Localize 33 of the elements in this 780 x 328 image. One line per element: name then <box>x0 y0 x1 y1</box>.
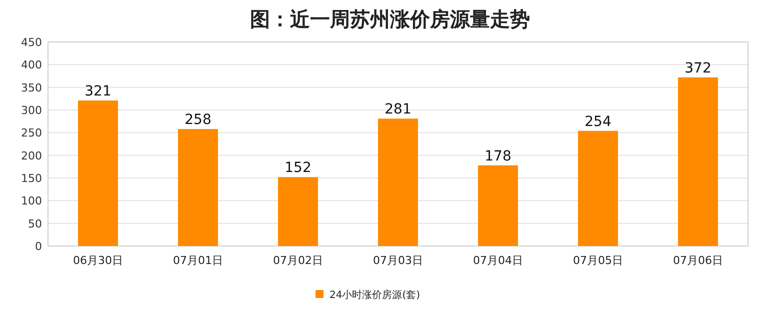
y-tick-label: 0 <box>35 240 42 253</box>
x-tick-label: 07月06日 <box>673 254 723 267</box>
y-tick-label: 450 <box>21 36 42 49</box>
y-tick-label: 350 <box>21 81 42 94</box>
chart-title: 图：近一周苏州涨价房源量走势 <box>250 7 530 31</box>
y-tick-label: 150 <box>21 172 42 185</box>
x-tick-label: 07月05日 <box>573 254 623 267</box>
bar <box>278 177 318 246</box>
x-tick-label: 06月30日 <box>73 254 123 267</box>
y-tick-label: 50 <box>28 217 42 230</box>
y-tick-label: 300 <box>21 104 42 117</box>
data-label: 258 <box>184 112 212 128</box>
data-label: 254 <box>584 114 612 130</box>
y-tick-label: 100 <box>21 194 42 208</box>
y-tick-label: 250 <box>21 126 42 140</box>
bar <box>478 165 518 246</box>
bar <box>178 129 218 246</box>
y-tick-label: 400 <box>21 58 42 72</box>
data-label: 178 <box>484 148 512 164</box>
x-tick-label: 07月04日 <box>473 254 523 267</box>
y-tick-label: 200 <box>21 149 42 162</box>
data-label: 281 <box>384 102 412 118</box>
bar <box>378 118 418 246</box>
data-label: 152 <box>284 160 312 176</box>
bar <box>78 100 118 246</box>
bar <box>578 130 618 246</box>
data-label: 321 <box>84 83 112 100</box>
x-tick-label: 07月02日 <box>273 254 323 267</box>
legend-label: 24小时涨价房源(套) <box>330 289 420 301</box>
data-label: 372 <box>684 60 712 76</box>
bar <box>678 77 718 246</box>
x-tick-label: 07月01日 <box>173 254 223 267</box>
x-tick-label: 07月03日 <box>373 254 423 267</box>
